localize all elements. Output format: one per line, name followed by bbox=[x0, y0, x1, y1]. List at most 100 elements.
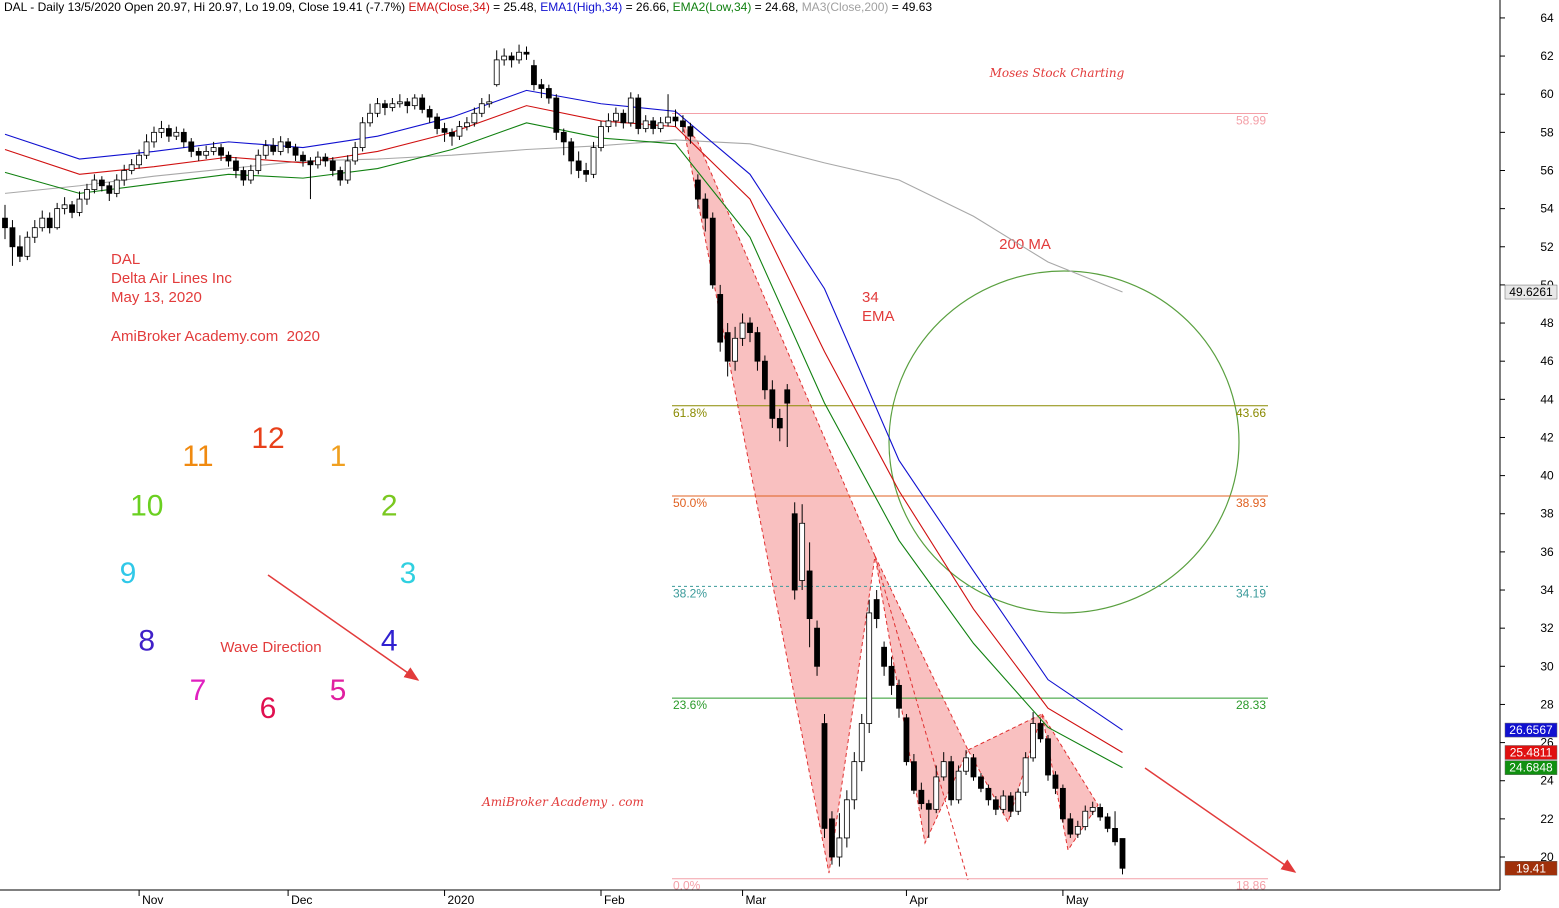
ema-label: 34 bbox=[862, 289, 879, 306]
candle-body bbox=[262, 145, 269, 156]
candle-body bbox=[173, 131, 180, 137]
header-part: DAL - Daily 13/5/2020 Open 20.97, Hi 20.… bbox=[4, 0, 408, 14]
candle-body bbox=[434, 116, 441, 129]
candle-body bbox=[314, 156, 321, 166]
candle-body bbox=[702, 198, 709, 219]
candle-body bbox=[337, 170, 344, 181]
x-tick-label: Apr bbox=[909, 893, 928, 907]
candle-body bbox=[583, 170, 589, 175]
clock-number: 9 bbox=[120, 557, 137, 590]
candle-body bbox=[1067, 818, 1074, 835]
candle-body bbox=[553, 97, 560, 133]
candle-body bbox=[225, 154, 232, 162]
candle-body bbox=[747, 322, 753, 333]
candle-body bbox=[203, 151, 210, 156]
site: AmiBroker Academy.com 2020 bbox=[111, 328, 320, 345]
candle-body bbox=[210, 147, 217, 152]
candle-body bbox=[91, 179, 98, 190]
candle-body bbox=[717, 294, 724, 343]
candle-body bbox=[322, 156, 329, 162]
candle-body bbox=[233, 160, 239, 171]
candle-body bbox=[143, 141, 150, 156]
candle-body bbox=[136, 154, 143, 166]
candle-body bbox=[501, 55, 508, 61]
candle-body bbox=[113, 179, 120, 194]
candle-body bbox=[1112, 828, 1118, 843]
candle-body bbox=[463, 122, 470, 128]
y-tick-label: 22 bbox=[1540, 812, 1554, 826]
clock-number: 8 bbox=[138, 624, 155, 657]
candle-body bbox=[1089, 807, 1096, 812]
candle-body bbox=[1104, 816, 1111, 829]
header-part: EMA2(Low,34) bbox=[673, 0, 752, 14]
candle-body bbox=[426, 109, 433, 118]
candle-body bbox=[605, 120, 612, 128]
y-tick-label: 42 bbox=[1540, 430, 1554, 444]
candle-body bbox=[84, 189, 90, 200]
ema-label: EMA bbox=[862, 308, 895, 325]
candle-body bbox=[1052, 774, 1059, 789]
value-tag-label: 19.41 bbox=[1516, 861, 1546, 875]
candle-body bbox=[277, 141, 284, 152]
candle-body bbox=[568, 141, 575, 162]
candle-body bbox=[344, 160, 351, 181]
candle-body bbox=[151, 131, 157, 143]
candle-body bbox=[188, 141, 195, 152]
clock-number: 12 bbox=[251, 422, 284, 455]
fib-label: 0.0% bbox=[673, 879, 701, 893]
header-part: EMA(Close,34) bbox=[408, 0, 489, 14]
candle-body bbox=[61, 204, 68, 210]
candle-body bbox=[180, 131, 187, 143]
candle-body bbox=[1082, 810, 1089, 827]
candle-body bbox=[106, 185, 113, 194]
candle-body bbox=[911, 761, 917, 791]
candle-body bbox=[389, 103, 396, 108]
clock-number: 5 bbox=[330, 674, 347, 707]
candle-body bbox=[1000, 795, 1007, 810]
value-tag-label: 49.6261 bbox=[1509, 285, 1553, 299]
candle-body bbox=[1097, 807, 1104, 818]
candle-body bbox=[791, 513, 798, 591]
candle-body bbox=[978, 776, 984, 789]
clock-number: 11 bbox=[182, 440, 213, 473]
candle-body bbox=[843, 799, 850, 839]
candle-body bbox=[896, 684, 902, 709]
candle-body bbox=[419, 97, 426, 110]
candle-body bbox=[963, 757, 969, 772]
candle-body bbox=[128, 164, 135, 171]
y-tick-label: 28 bbox=[1540, 697, 1554, 711]
candle-body bbox=[441, 128, 448, 133]
fib-value: 34.19 bbox=[1236, 586, 1266, 600]
candle-body bbox=[545, 88, 552, 99]
arrow bbox=[267, 574, 420, 681]
fib-value: 58.99 bbox=[1236, 113, 1266, 127]
y-tick-label: 36 bbox=[1540, 545, 1554, 559]
y-tick-label: 54 bbox=[1540, 202, 1554, 216]
candle-body bbox=[866, 612, 873, 724]
x-tick-label: Feb bbox=[604, 893, 625, 907]
fib-label: 38.2% bbox=[673, 586, 707, 600]
candle-body bbox=[158, 128, 165, 133]
y-tick-label: 56 bbox=[1540, 163, 1554, 177]
candle-body bbox=[1037, 723, 1044, 740]
indicator-line bbox=[4, 105, 1123, 753]
candle-body bbox=[948, 761, 955, 801]
value-tag-label: 25.4811 bbox=[1510, 745, 1553, 759]
value-tag bbox=[1504, 861, 1558, 876]
candle-body bbox=[69, 204, 75, 213]
candle-body bbox=[9, 227, 16, 248]
candle-body bbox=[195, 151, 202, 156]
candle-body bbox=[255, 154, 262, 171]
candle-body bbox=[218, 147, 224, 156]
y-tick-label: 32 bbox=[1540, 621, 1554, 635]
header-part: = 26.66, bbox=[622, 0, 672, 14]
fib-label: 50.0% bbox=[673, 496, 707, 510]
candle-body bbox=[121, 170, 128, 181]
candle-body bbox=[776, 417, 783, 429]
y-tick-label: 58 bbox=[1540, 125, 1554, 139]
candle-body bbox=[240, 170, 247, 181]
fib-value: 38.93 bbox=[1236, 496, 1266, 510]
candle-body bbox=[858, 723, 865, 763]
fib-value: 43.66 bbox=[1236, 406, 1266, 420]
candle-body bbox=[46, 217, 53, 229]
